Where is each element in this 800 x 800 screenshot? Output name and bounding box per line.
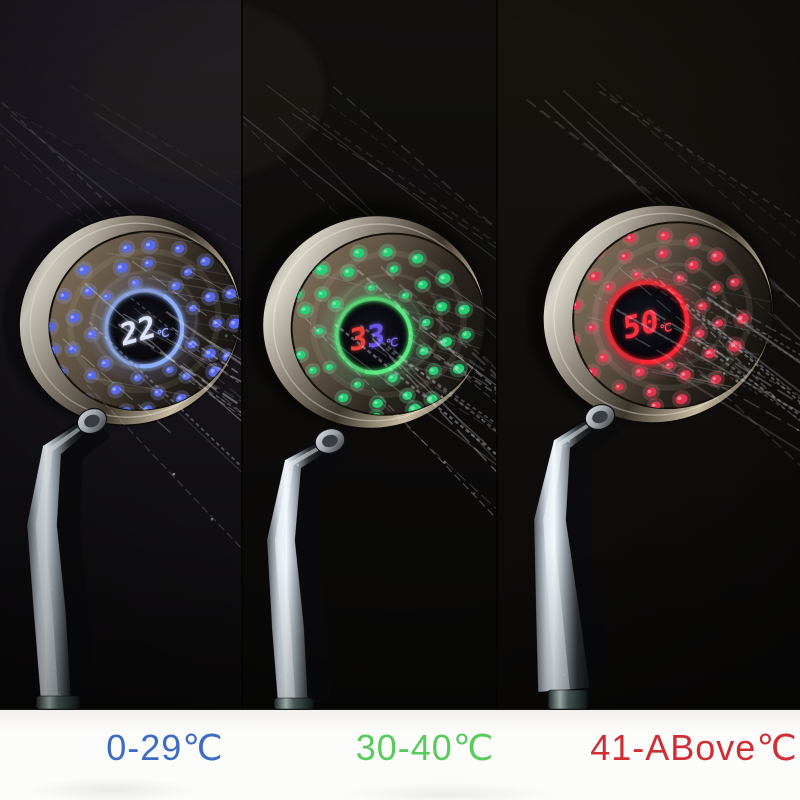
legend-warm-range: 30-40℃ [355, 727, 495, 768]
temperature-legend: 0-29℃ 30-40℃ 41-ABove℃ [0, 709, 800, 800]
legend-cold-range: 0-29℃ [106, 727, 224, 768]
legend-hot-range: 41-ABove℃ [590, 727, 798, 768]
panel-seams [241, 0, 498, 709]
panel-seam [496, 0, 498, 709]
panel-seam [241, 0, 243, 709]
vignette [0, 0, 800, 709]
